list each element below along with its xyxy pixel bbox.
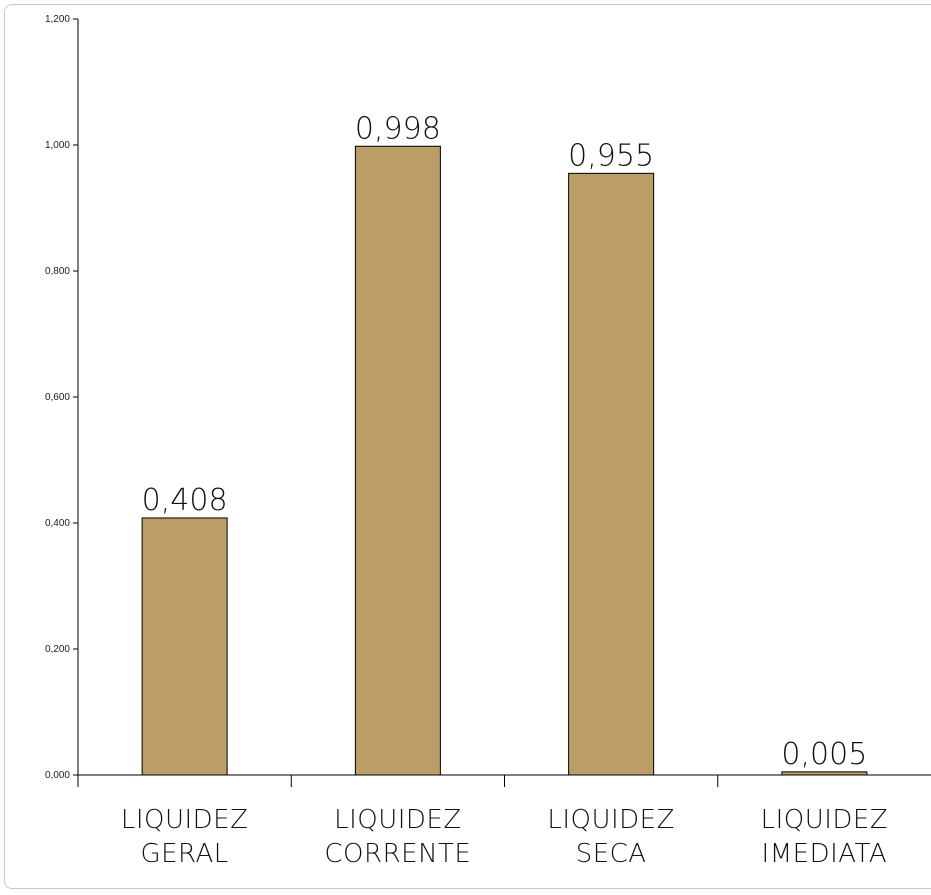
y-tick-label: 0,200 <box>45 644 70 655</box>
y-tick-label: 0,400 <box>45 518 70 529</box>
y-tick-label: 0,600 <box>45 392 70 403</box>
x-category-label: SECA <box>576 839 647 869</box>
x-category-label: GERAL <box>140 839 228 869</box>
x-category-label: LIQUIDEZ <box>547 805 675 835</box>
y-tick-label: 1,000 <box>45 140 70 151</box>
bar <box>141 517 228 776</box>
x-category-label: LIQUIDEZ <box>334 805 462 835</box>
bar <box>568 172 655 776</box>
data-label: 0,955 <box>568 138 654 173</box>
y-tick-label: 0,000 <box>45 770 70 781</box>
data-label: 0,408 <box>142 483 228 518</box>
bar <box>354 145 441 776</box>
data-label: 0,998 <box>355 111 441 146</box>
data-label: 0,005 <box>781 737 867 772</box>
x-category-label: LIQUIDEZ <box>761 805 889 835</box>
y-tick-label: 0,800 <box>45 266 70 277</box>
bar <box>781 771 868 776</box>
y-tick-label: 1,200 <box>45 14 70 25</box>
x-axis: LIQUIDEZ GERAL LIQUIDEZ CORRENTE LIQUIDEZ SEC… <box>78 774 931 869</box>
bars <box>141 145 868 776</box>
x-category-label: LIQUIDEZ <box>121 805 249 835</box>
y-axis: 0,000 0,200 0,400 0,600 0,800 1,000 1,200 <box>45 14 79 787</box>
data-labels: 0,408 0,998 0,955 0,005 <box>142 111 868 772</box>
x-category-label: CORRENTE <box>324 839 471 869</box>
x-category-label: IMEDIATA <box>762 839 888 869</box>
